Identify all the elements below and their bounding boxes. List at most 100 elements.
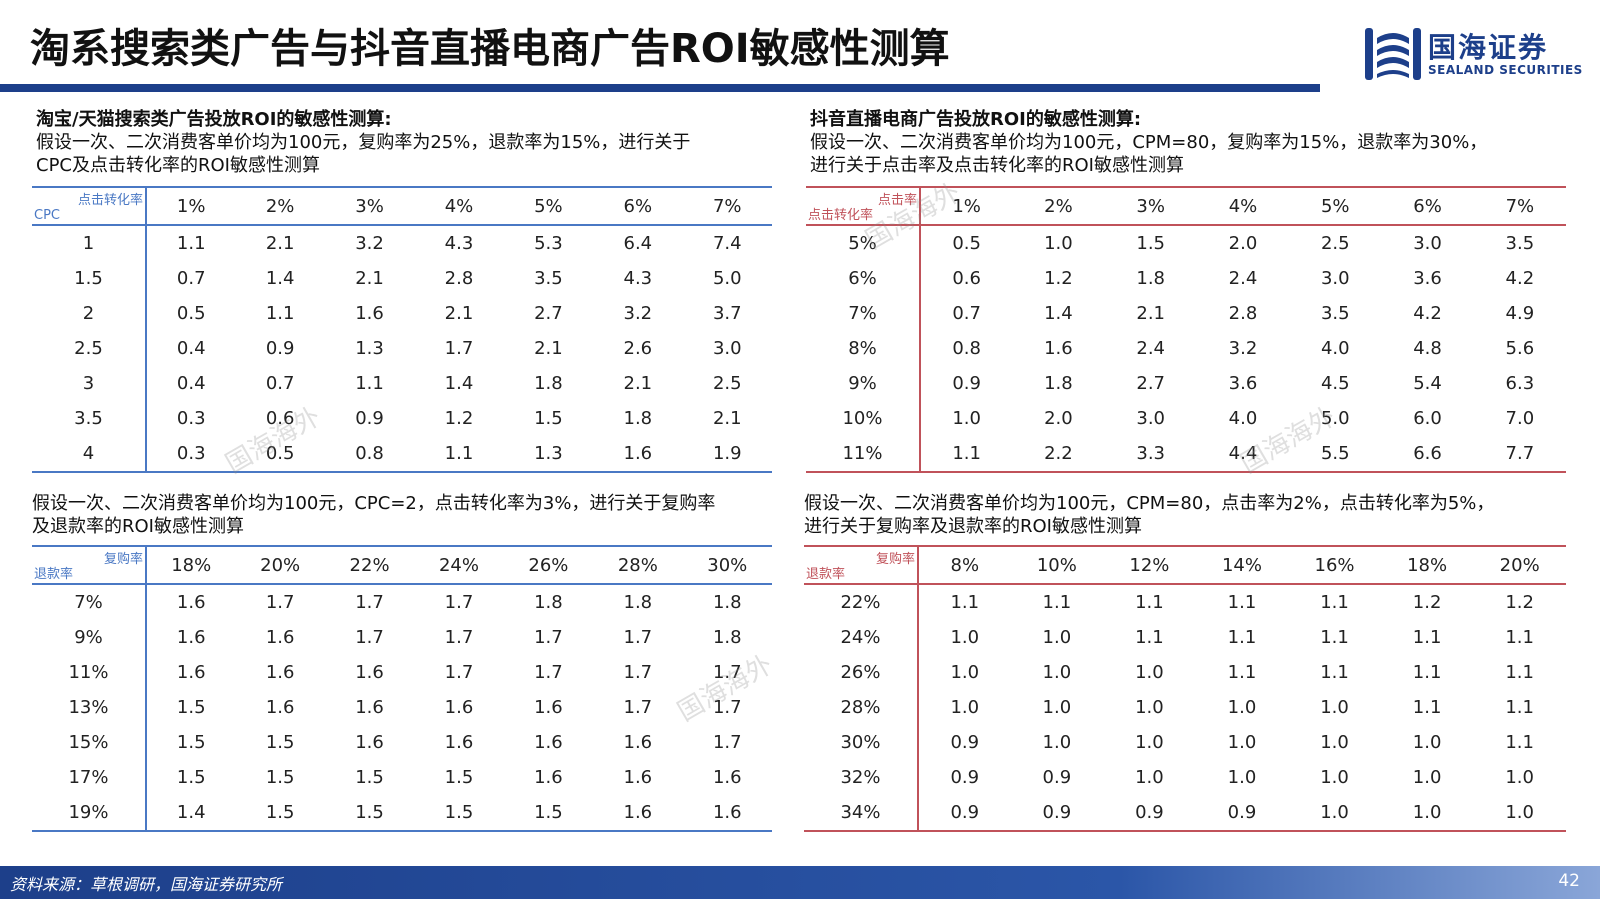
roi-table-repurchase-refund-douyin: 复购率 退款率 8% 10% 12% 14% 16% 18% 20% 22% 1.1 1.1 1.1 1.…: [804, 545, 1566, 832]
table-cell: 1.8: [712, 592, 742, 613]
table-cell: 1.7: [444, 627, 474, 648]
table-cell: 1.0: [1320, 732, 1349, 753]
table-cell: 2.7: [534, 303, 563, 324]
table-row: 11% 1.6 1.6 1.6 1.7 1.7 1.7 1.7: [32, 655, 772, 690]
table-cell: 1.6: [712, 802, 742, 823]
table-cell: 2.4: [1228, 268, 1258, 289]
page-number: 42: [1558, 871, 1580, 891]
column-header: 18%: [1407, 554, 1448, 576]
table-row: 9% 1.6 1.6 1.7 1.7 1.7 1.7 1.8: [32, 620, 772, 655]
table-row: 3 0.4 0.7 1.1 1.4 1.8 2.1 2.5: [32, 366, 772, 401]
table-cell: 1.1: [1505, 732, 1534, 753]
column-header: 6%: [623, 195, 653, 217]
table-cell: 0.9: [1042, 767, 1072, 788]
table-cell: 1.1: [444, 443, 474, 464]
table-cell: 1.0: [1320, 767, 1349, 788]
table-cell: 1.5: [355, 802, 384, 823]
table-cell: 1.1: [1135, 592, 1164, 613]
table-cell: 1.1: [1227, 592, 1257, 613]
table-cell: 1.0: [1227, 767, 1257, 788]
table-cell: 2.0: [1228, 233, 1258, 254]
table-cell: 1.6: [623, 732, 653, 753]
row-header: 19%: [32, 795, 147, 831]
table-cell: 1.5: [176, 732, 206, 753]
table-row: 19% 1.4 1.5 1.5 1.5 1.5 1.6 1.6: [32, 795, 772, 831]
table-cell: 1.7: [712, 662, 742, 683]
table-cell: 5.5: [1320, 443, 1350, 464]
table-cell: 7.4: [712, 233, 742, 254]
footer-bar: [0, 866, 1600, 899]
table-cell: 3.6: [1228, 373, 1258, 394]
table-row: 11% 1.1 2.2 3.3 4.4 5.5 6.6 7.7: [806, 436, 1566, 472]
table-cell: 1.5: [176, 767, 206, 788]
table-cell: 2.7: [1136, 373, 1166, 394]
table-cell: 1.7: [534, 662, 563, 683]
panel-br-line: 进行关于复购率及退款率的ROI敏感性测算: [804, 516, 1142, 537]
table-cell: 1.6: [623, 767, 653, 788]
table-cell: 0.9: [355, 408, 384, 429]
table-cell: 1.7: [712, 697, 742, 718]
table-cell: 5.0: [1320, 408, 1350, 429]
column-header: 28%: [617, 554, 658, 576]
table-header-row: 复购率 退款率 18% 20% 22% 24% 26% 28% 30%: [32, 546, 772, 584]
table-cell: 1.0: [1044, 233, 1073, 254]
row-header: 1.5: [32, 261, 147, 296]
table-cell: 2.0: [1044, 408, 1073, 429]
table-cell: 4.4: [1228, 443, 1258, 464]
table-cell: 1.7: [265, 592, 295, 613]
table-cell: 1.6: [355, 303, 384, 324]
table-cell: 0.7: [952, 303, 981, 324]
table-cell: 1.7: [355, 627, 384, 648]
table-cell: 0.5: [952, 233, 981, 254]
table-cell: 1.1: [1320, 662, 1349, 683]
table-cell: 1.7: [534, 627, 563, 648]
corner-column-variable: 复购率: [875, 552, 915, 567]
table-cell: 1.6: [176, 627, 206, 648]
table-cell: 0.7: [265, 373, 295, 394]
row-header: 34%: [804, 795, 919, 831]
table-cell: 2.1: [534, 338, 563, 359]
table-cell: 6.3: [1505, 373, 1535, 394]
table-row: 24% 1.0 1.0 1.1 1.1 1.1 1.1 1.1: [804, 620, 1566, 655]
table-cell: 2.8: [1228, 303, 1258, 324]
table-cell: 2.1: [265, 233, 295, 254]
table-cell: 4.3: [444, 233, 474, 254]
table-cell: 2.4: [1136, 338, 1166, 359]
table-cell: 1.0: [1042, 627, 1072, 648]
table-cell: 1.4: [265, 268, 295, 289]
page-title: 淘系搜索类广告与抖音直播电商广告ROI敏感性测算: [30, 26, 950, 72]
column-header: 3%: [355, 195, 384, 217]
table-cell: 3.5: [1505, 233, 1535, 254]
table-cell: 1.6: [265, 697, 295, 718]
table-cell: 1.1: [355, 373, 384, 394]
panel-tl-description: 淘宝/天猫搜索类广告投放ROI的敏感性测算: 假设一次、二次消费客单价均为100…: [36, 108, 690, 177]
corner-column-variable: 复购率: [103, 552, 143, 567]
row-header: 3: [32, 366, 147, 401]
table-cell: 3.2: [1228, 338, 1258, 359]
panel-tl-line: 假设一次、二次消费客单价均为100元，复购率为25%，退款率为15%，进行关于: [36, 132, 691, 153]
table-cell: 1.1: [1412, 662, 1442, 683]
row-header: 28%: [804, 690, 919, 725]
table-cell: 1.5: [265, 767, 295, 788]
table-cell: 3.0: [1413, 233, 1442, 254]
column-header: 7%: [712, 195, 742, 217]
table-cell: 1.7: [623, 662, 653, 683]
table-cell: 1.6: [1044, 338, 1073, 359]
table-cell: 1.2: [444, 408, 474, 429]
table-cell: 2.2: [1044, 443, 1073, 464]
table-cell: 6.0: [1413, 408, 1442, 429]
table-cell: 0.5: [176, 303, 206, 324]
table-cell: 1.6: [176, 592, 206, 613]
column-header: 7%: [1505, 195, 1535, 217]
row-header: 8%: [806, 331, 921, 366]
table-cell: 1.0: [1320, 697, 1349, 718]
row-header: 24%: [804, 620, 919, 655]
row-header: 5%: [806, 225, 921, 261]
column-header: 1%: [176, 195, 206, 217]
table-row: 3.5 0.3 0.6 0.9 1.2 1.5 1.8 2.1: [32, 401, 772, 436]
table-cell: 5.3: [534, 233, 563, 254]
table-cell: 1.1: [1505, 662, 1534, 683]
table-cell: 1.6: [265, 627, 295, 648]
table-cell: 1.0: [1135, 767, 1164, 788]
column-header: 6%: [1413, 195, 1442, 217]
